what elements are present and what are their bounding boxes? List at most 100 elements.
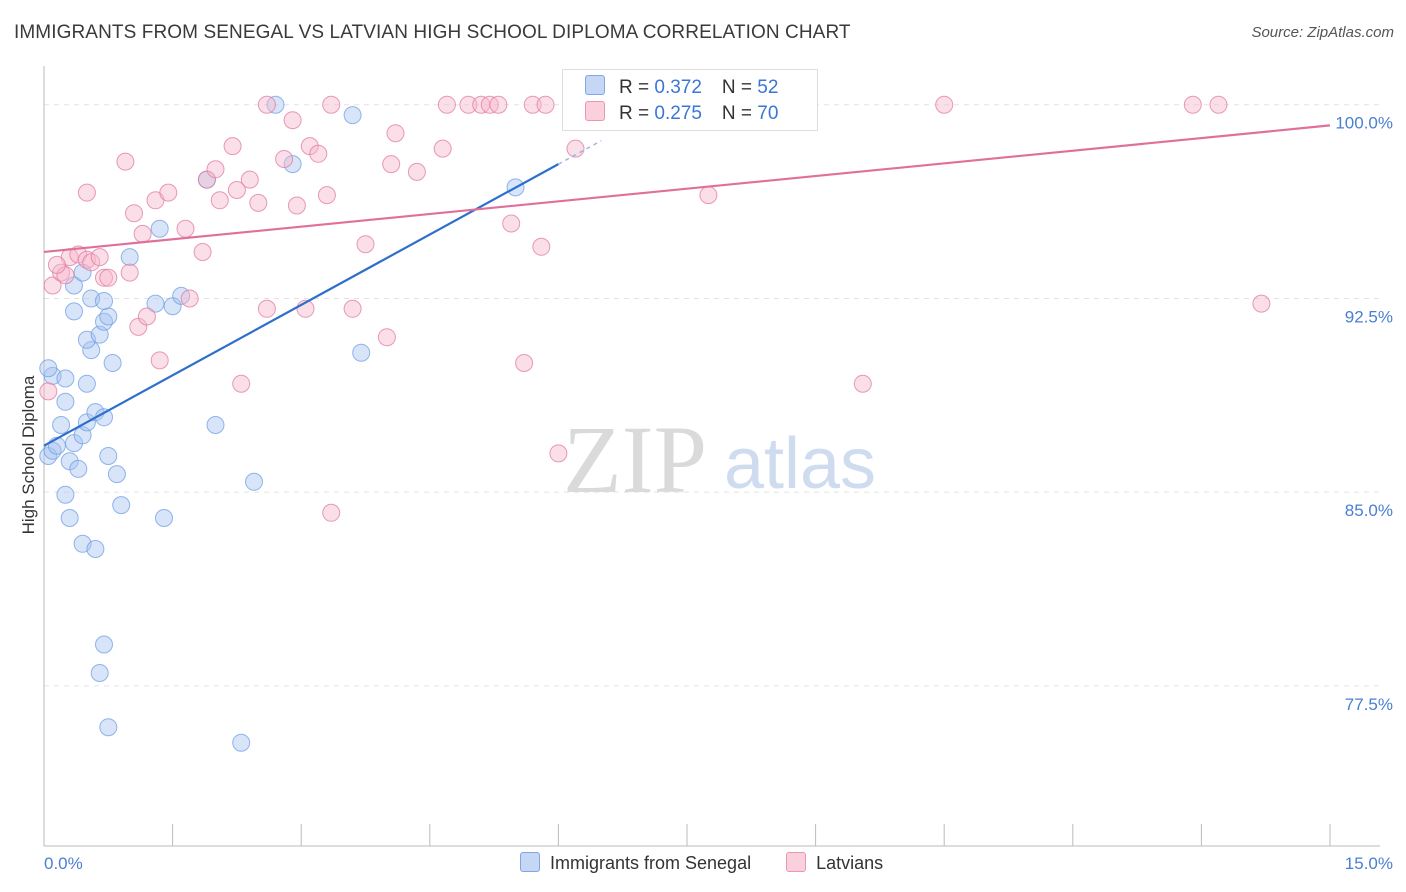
y-tick-label-1: 85.0% — [1345, 501, 1393, 520]
point-senegal-23 — [99, 718, 118, 737]
point-latvians-61 — [935, 95, 954, 114]
point-senegal-29 — [103, 354, 122, 372]
series-senegal-points — [39, 95, 525, 752]
legend-row-latvians: R = 0.275 N = 70 — [585, 101, 778, 127]
point-latvians-63 — [1209, 95, 1228, 114]
chart-title: IMMIGRANTS FROM SENEGAL VS LATVIAN HIGH … — [14, 22, 851, 43]
point-latvians-39 — [322, 503, 341, 522]
point-senegal-27 — [206, 416, 225, 434]
point-senegal-46 — [343, 106, 362, 125]
point-latvians-12 — [116, 152, 135, 171]
point-senegal-22 — [90, 664, 109, 682]
watermark-atlas: atlas — [724, 424, 876, 504]
point-latvians-45 — [407, 162, 426, 181]
trend-lines — [43, 124, 1331, 447]
point-senegal-21 — [95, 635, 113, 654]
point-senegal-11 — [60, 509, 79, 527]
point-latvians-31 — [257, 95, 276, 114]
x-tick-labels: 0.0% 15.0% — [44, 854, 1393, 873]
point-latvians-7 — [82, 253, 101, 272]
point-latvians-68 — [322, 95, 341, 114]
watermark: ZIP atlas — [563, 406, 876, 513]
point-latvians-46 — [433, 139, 452, 158]
point-senegal-18 — [112, 496, 131, 515]
point-latvians-11 — [77, 183, 96, 202]
legend-swatch-latvians — [585, 101, 605, 121]
point-latvians-25 — [223, 137, 242, 156]
series-latvians-points — [39, 95, 1271, 522]
point-senegal-28 — [77, 374, 96, 393]
source-label: Source: ZipAtlas.com — [1251, 24, 1394, 41]
point-latvians-64 — [1252, 294, 1271, 313]
x-tick-label-max: 15.0% — [1345, 854, 1393, 873]
legend-n-latvians: 70 — [757, 103, 779, 124]
series-legend: Immigrants from Senegal Latvians — [520, 852, 913, 874]
point-latvians-34 — [287, 196, 306, 215]
point-latvians-69 — [536, 95, 555, 114]
point-senegal-26 — [245, 472, 263, 491]
point-latvians-56 — [549, 444, 568, 463]
point-latvians-55 — [532, 237, 551, 256]
y-tick-label-0: 77.5% — [1345, 695, 1393, 714]
legend-n-senegal: 52 — [757, 77, 779, 98]
point-latvians-54 — [515, 354, 534, 372]
point-senegal-20 — [86, 540, 105, 558]
point-latvians-1 — [43, 276, 62, 295]
point-latvians-43 — [386, 124, 405, 143]
point-latvians-44 — [382, 155, 401, 174]
trend-senegal-extension — [558, 140, 602, 165]
point-latvians-10 — [99, 268, 118, 287]
point-latvians-16 — [133, 224, 152, 243]
point-latvians-18 — [159, 183, 178, 202]
legend-swatch-senegal-bottom — [520, 852, 540, 872]
y-tick-labels: 77.5% 85.0% 92.5% 100.0% — [1335, 114, 1393, 714]
y-tick-label-2: 92.5% — [1345, 307, 1393, 326]
y-axis-label: High School Diploma — [19, 375, 38, 534]
legend-r-senegal: 0.372 — [654, 77, 702, 98]
point-latvians-23 — [206, 160, 225, 179]
x-tick-label-min: 0.0% — [44, 854, 83, 873]
point-latvians-40 — [343, 299, 362, 318]
point-latvians-42 — [377, 328, 396, 347]
point-latvians-8 — [90, 248, 109, 267]
point-senegal-24 — [232, 733, 251, 752]
point-latvians-28 — [249, 193, 268, 212]
trend-latvians — [43, 124, 1331, 254]
point-latvians-30 — [232, 374, 251, 393]
point-senegal-50 — [146, 294, 165, 313]
point-latvians-48 — [459, 95, 478, 114]
point-latvians-33 — [283, 111, 302, 130]
point-latvians-59 — [699, 186, 718, 205]
point-latvians-60 — [853, 374, 872, 393]
point-senegal-30 — [82, 341, 101, 360]
point-latvians-32 — [275, 150, 294, 168]
point-latvians-47 — [437, 95, 456, 114]
legend-item-latvians: Latvians — [786, 852, 883, 874]
point-senegal-49 — [95, 292, 113, 310]
point-latvians-37 — [309, 144, 328, 163]
point-latvians-24 — [210, 191, 229, 210]
y-tick-label-3: 100.0% — [1335, 114, 1393, 133]
point-latvians-19 — [150, 351, 169, 370]
point-latvians-52 — [502, 214, 521, 233]
stats-legend: R = 0.372 N = 52 R = 0.275 N = 70 — [562, 69, 818, 131]
point-latvians-15 — [125, 204, 143, 223]
point-latvians-38 — [317, 186, 336, 205]
point-senegal-42 — [150, 219, 169, 238]
point-latvians-41 — [356, 235, 375, 254]
point-senegal-3 — [52, 416, 71, 434]
point-senegal-44 — [283, 155, 302, 174]
point-latvians-21 — [193, 243, 212, 261]
point-latvians-67 — [47, 255, 66, 274]
axes — [43, 66, 1380, 847]
point-latvians-66 — [137, 307, 156, 326]
point-latvians-26 — [227, 181, 246, 199]
legend-swatch-latvians-bottom — [786, 852, 807, 872]
watermark-zip: ZIP — [563, 406, 707, 513]
point-latvians-51 — [489, 95, 508, 114]
point-senegal-8 — [39, 359, 58, 378]
point-latvians-9 — [95, 268, 113, 287]
point-senegal-47 — [352, 343, 371, 362]
point-senegal-16 — [99, 447, 118, 465]
